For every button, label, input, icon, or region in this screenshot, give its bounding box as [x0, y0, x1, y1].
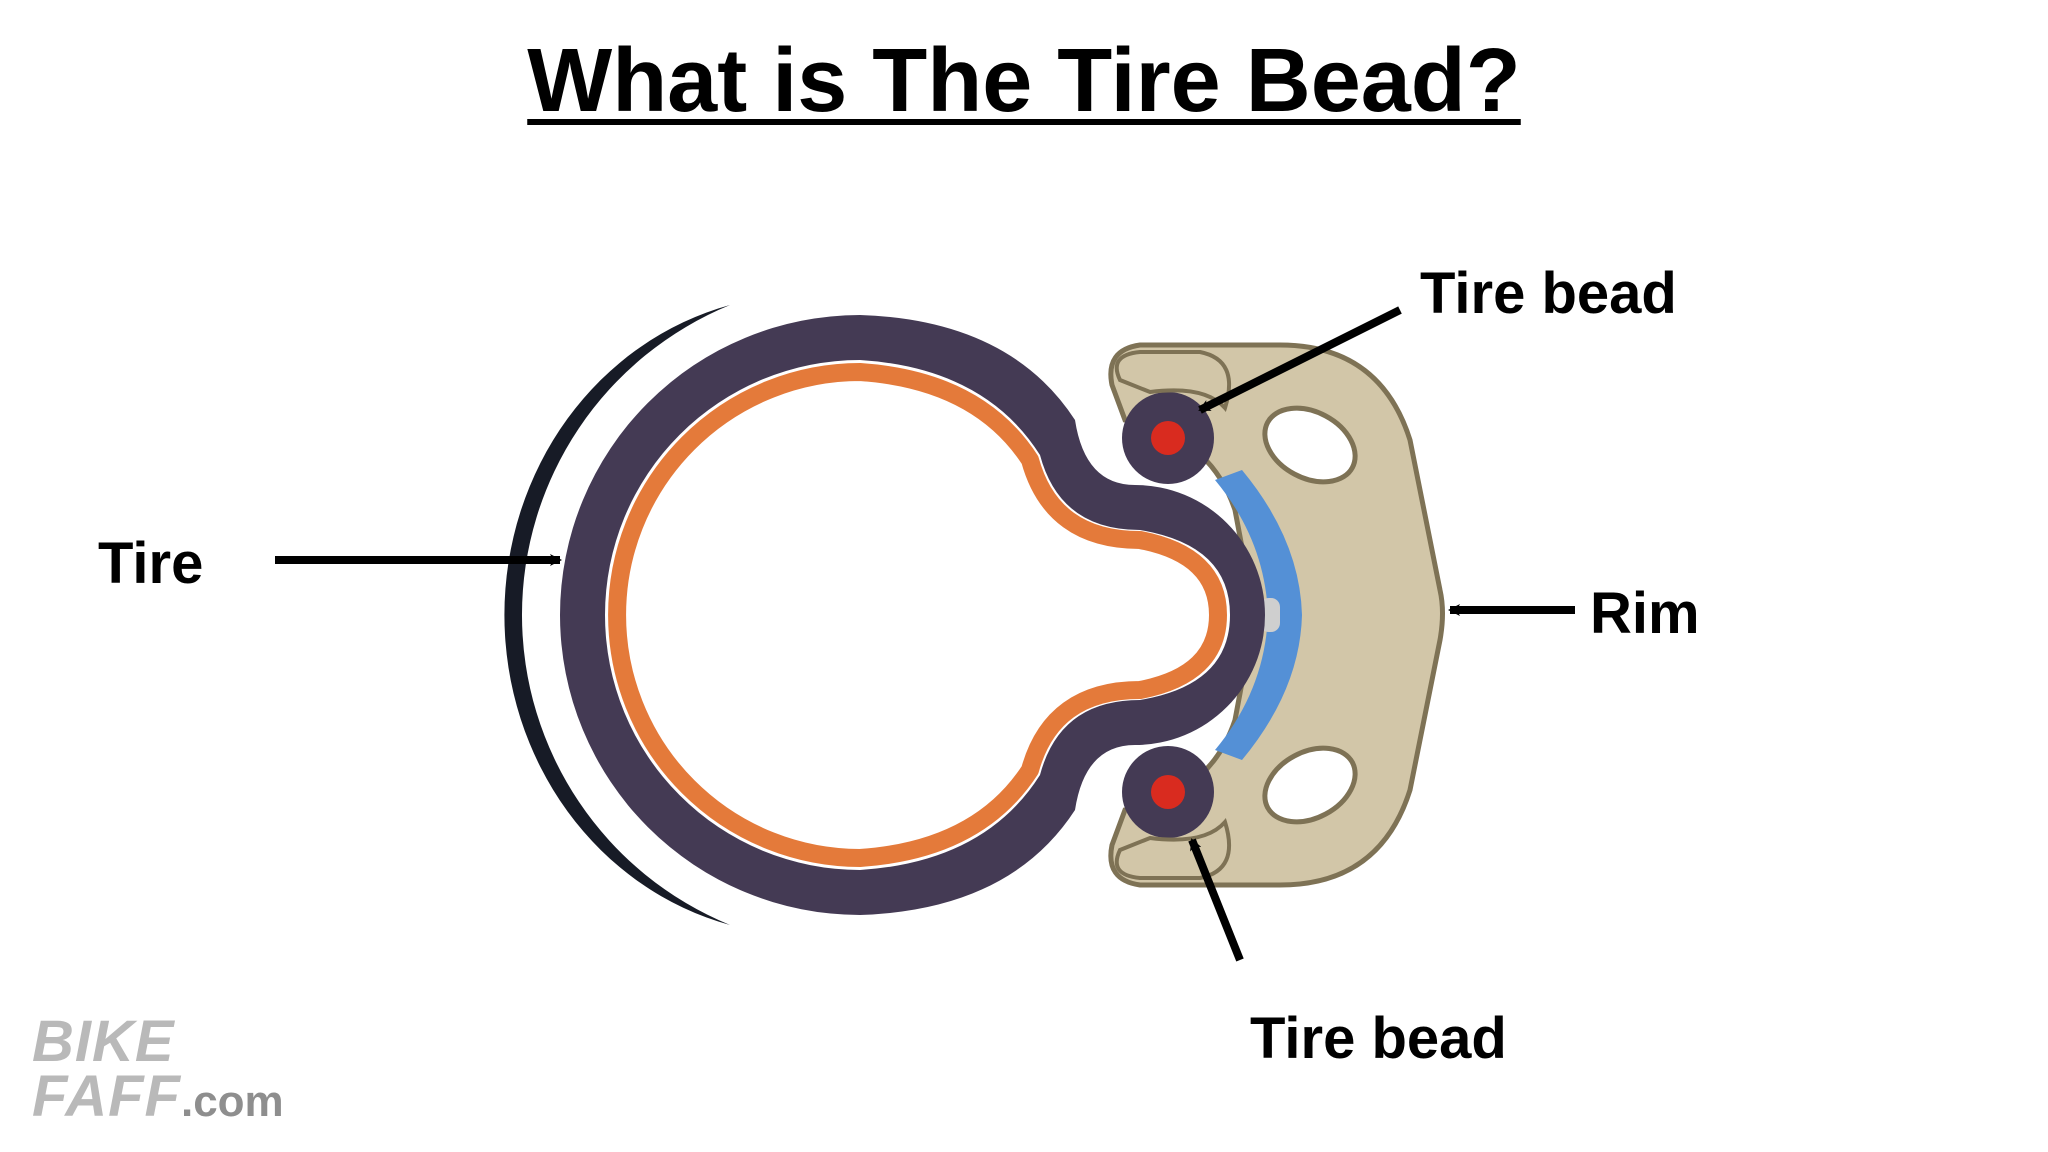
watermark-suffix: .com: [181, 1077, 284, 1126]
watermark-line1: BIKE: [32, 1014, 284, 1069]
tire-bead-top: [1151, 421, 1185, 455]
tire-bead-diagram: [0, 0, 2048, 1152]
tire-bead-bottom: [1151, 775, 1185, 809]
watermark-line2: FAFF: [32, 1064, 181, 1129]
watermark: BIKE FAFF.com: [32, 1014, 284, 1124]
